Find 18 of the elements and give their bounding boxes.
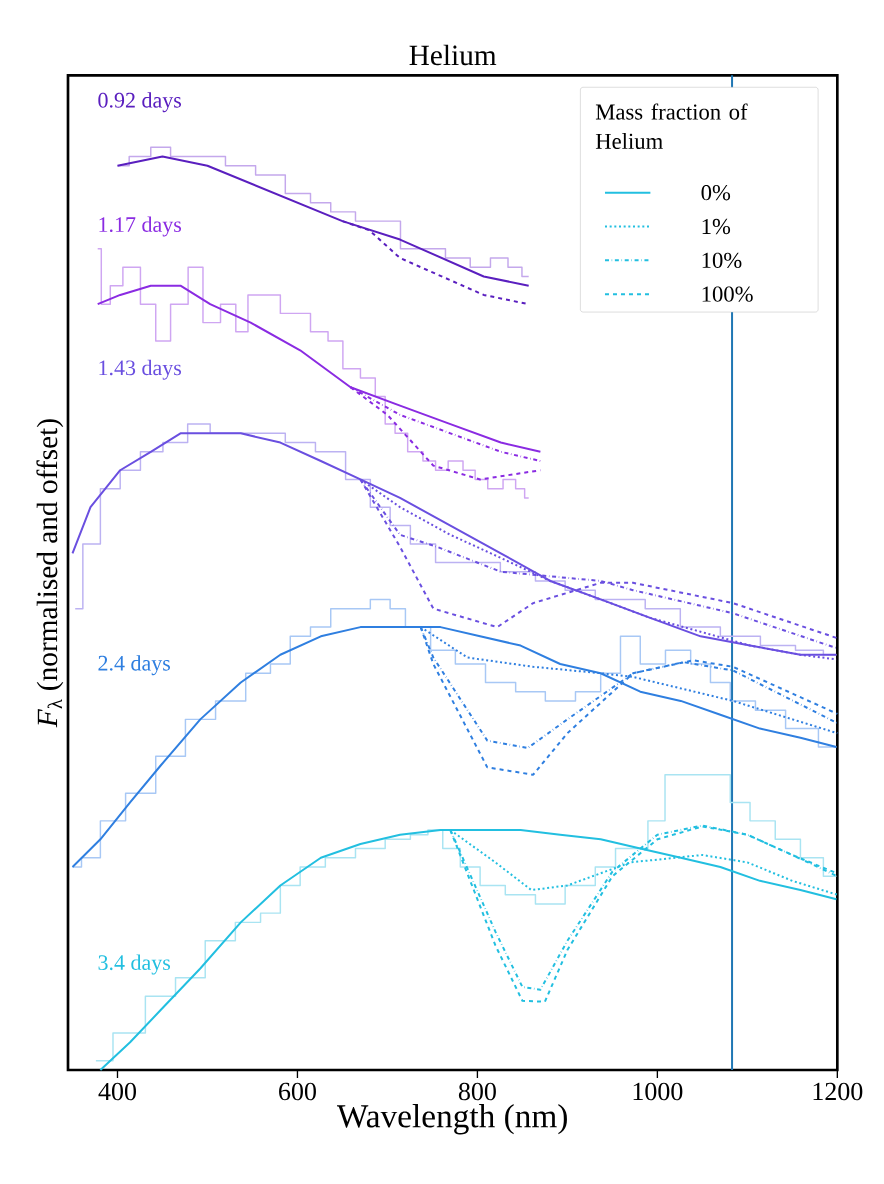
x-axis-title: Wavelength (nm): [336, 1104, 567, 1135]
x-tick-label: 400: [98, 1082, 136, 1101]
x-tick-label: 1000: [633, 1082, 683, 1101]
y-axis-title: F$_{λ}$ (normalised and offset): [36, 419, 64, 728]
chart-title: Helium: [409, 44, 497, 66]
annotation: 1.43 days: [99, 359, 182, 380]
annotation: 2.4 days: [98, 655, 171, 676]
text: 0.92 days: [98, 92, 182, 113]
x-tick-label: 600: [279, 1082, 316, 1101]
x-tick-label: 1200: [813, 1082, 863, 1101]
x-tick-label: 800: [458, 1082, 496, 1101]
legend-label: 10%: [702, 252, 742, 269]
legend-label: 100%: [702, 286, 753, 302]
annotation: 3.4 days: [98, 954, 171, 975]
legend-label: 0%: [701, 185, 731, 201]
legend-title: Mass fraction of Helium: [595, 103, 748, 149]
annotation: 1.17 days: [99, 216, 182, 237]
legend-label: 1%: [702, 218, 731, 235]
